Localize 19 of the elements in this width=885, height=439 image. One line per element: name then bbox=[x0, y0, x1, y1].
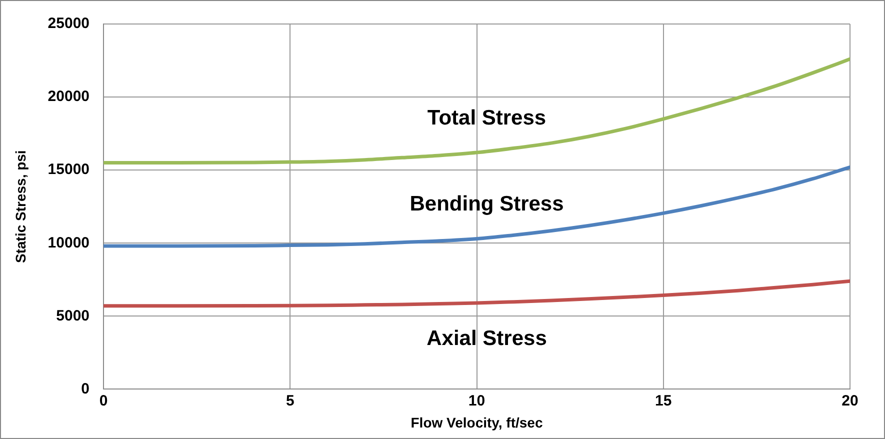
line-series bbox=[104, 57, 850, 165]
x-tick-label: 20 bbox=[842, 392, 858, 410]
x-tick-label: 0 bbox=[99, 392, 108, 410]
y-tick-label: 5000 bbox=[56, 307, 90, 324]
y-tick-label: 25000 bbox=[48, 15, 90, 32]
x-tick-label: 10 bbox=[468, 392, 486, 410]
series-label: Bending Stress bbox=[410, 192, 564, 216]
y-tick-label: 10000 bbox=[48, 234, 90, 252]
y-tick-label: 0 bbox=[81, 380, 90, 398]
y-axis-title: Static Stress, psi bbox=[12, 150, 28, 264]
x-tick-label: 5 bbox=[286, 392, 294, 410]
x-axis-title: Flow Velocity, ft/sec bbox=[410, 414, 543, 430]
series-label: Axial Stress bbox=[426, 326, 547, 350]
line-series bbox=[104, 279, 850, 308]
x-tick-label: 15 bbox=[655, 392, 672, 410]
line-series bbox=[104, 165, 850, 248]
y-tick-label: 20000 bbox=[48, 88, 90, 106]
y-tick-label: 15000 bbox=[48, 161, 90, 178]
series-label: Total Stress bbox=[427, 106, 546, 130]
